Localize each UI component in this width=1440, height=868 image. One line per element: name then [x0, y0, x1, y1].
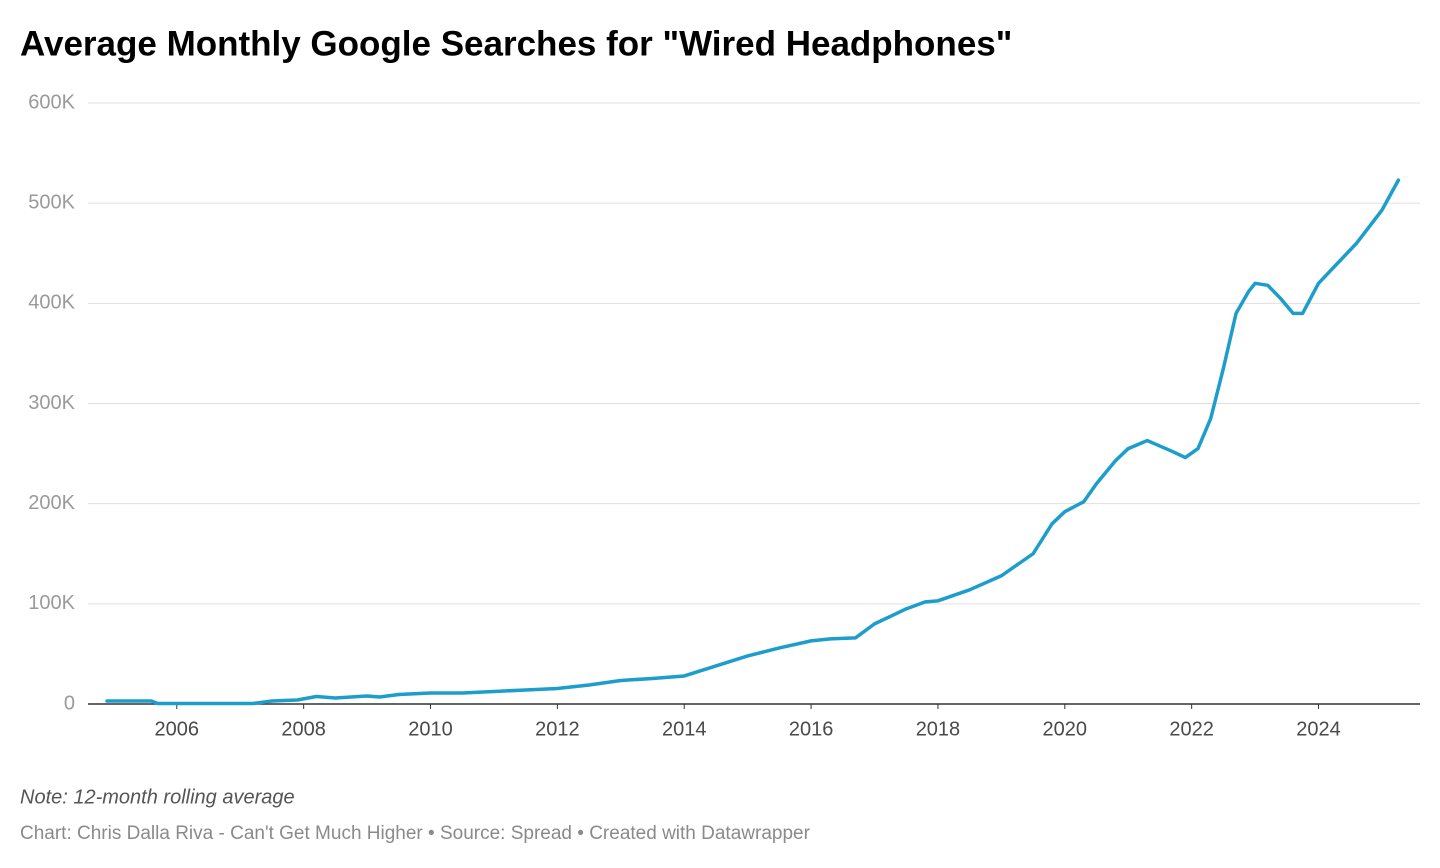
note: Note: 12-month rolling average [20, 786, 295, 808]
y-tick-label: 0 [64, 692, 75, 714]
x-tick-label: 2012 [535, 718, 580, 740]
x-tick-label: 2018 [916, 718, 961, 740]
chart-title: Average Monthly Google Searches for "Wir… [20, 24, 1012, 63]
x-tick-label: 2016 [789, 718, 834, 740]
y-tick-label: 300K [28, 392, 75, 414]
line-series [105, 178, 1401, 706]
x-tick-label: 2014 [662, 718, 707, 740]
credit: Chart: Chris Dalla Riva - Can't Get Much… [20, 823, 811, 844]
x-tick-label: 2008 [281, 718, 326, 740]
y-tick-label: 400K [28, 292, 75, 314]
x-tick-label: 2024 [1296, 718, 1341, 740]
x-tick-label: 2010 [408, 718, 453, 740]
y-tick-label: 100K [28, 592, 75, 614]
x-tick-label: 2006 [155, 718, 200, 740]
y-tick-label: 500K [28, 191, 75, 213]
x-tick-label: 2020 [1043, 718, 1088, 740]
y-tick-label: 200K [28, 492, 75, 514]
x-tick-label: 2022 [1169, 718, 1214, 740]
y-tick-label: 600K [28, 91, 75, 113]
